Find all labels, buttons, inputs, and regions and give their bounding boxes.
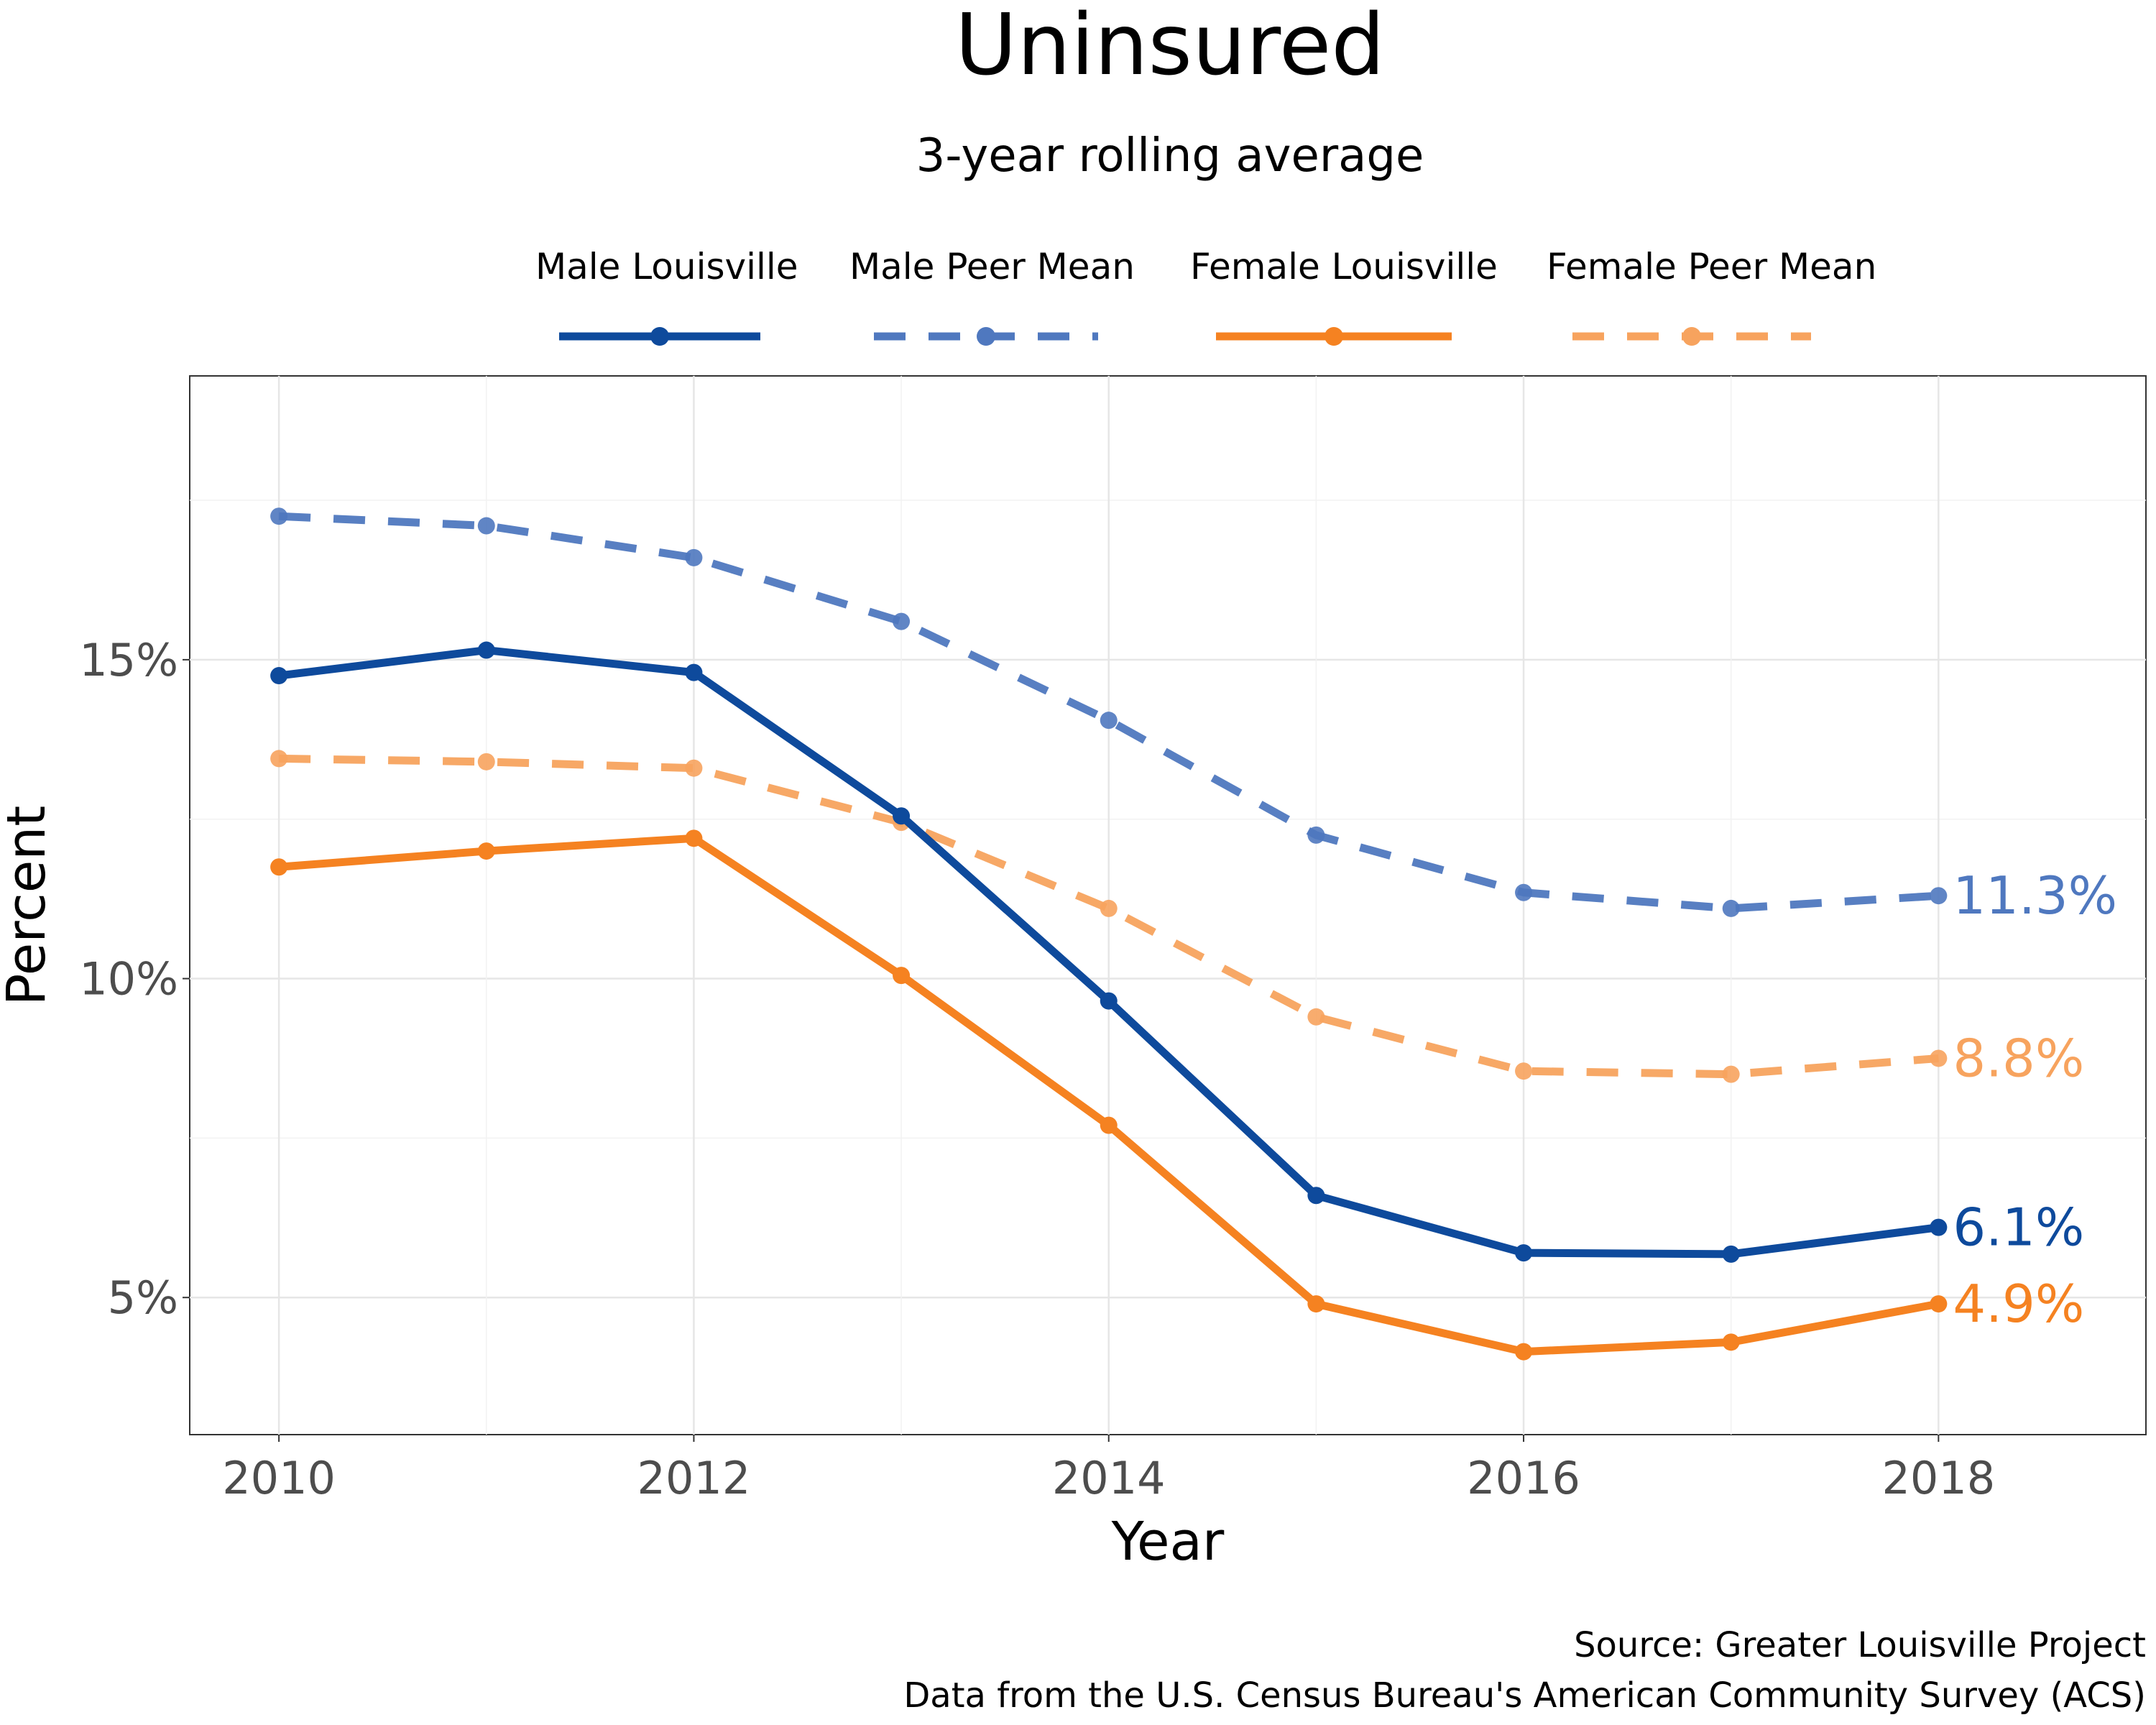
- y-tick-label: 5%: [108, 1271, 178, 1324]
- legend-key-point: [650, 327, 669, 346]
- male-louisville-series: [270, 641, 1948, 1263]
- legend-label: Female Louisville: [1190, 246, 1498, 288]
- male-peer-mean-point: [685, 548, 703, 566]
- female-louisville-point: [1722, 1333, 1740, 1351]
- female-peer-mean-point: [1930, 1049, 1948, 1067]
- male-louisville-point: [477, 641, 495, 659]
- plot-panel: [189, 375, 2147, 1435]
- male-louisville-point: [685, 663, 703, 681]
- legend-item-female-peer-mean: Female Peer Mean: [1547, 246, 1876, 346]
- x-tick-label: 2014: [1052, 1452, 1166, 1504]
- y-axis-title: Percent: [0, 806, 57, 1006]
- male-louisville-point: [1307, 1187, 1325, 1205]
- male-peer-mean-point: [1100, 712, 1118, 730]
- male-peer-mean-line: [278, 512, 1939, 913]
- male-louisville-point: [1515, 1244, 1533, 1262]
- female-louisville-point: [1100, 1116, 1118, 1134]
- female-louisville-series: [270, 829, 1948, 1361]
- female-peer-mean-point: [1307, 1008, 1325, 1026]
- x-tick-label: 2018: [1881, 1452, 1995, 1504]
- legend-label: Female Peer Mean: [1547, 246, 1876, 288]
- female-peer-mean-point: [1100, 899, 1118, 917]
- x-tick-label: 2010: [222, 1452, 336, 1504]
- female-peer-mean-point: [1722, 1065, 1740, 1083]
- legend-item-female-louisville: Female Louisville: [1190, 246, 1498, 346]
- male-peer-mean-point: [270, 507, 288, 525]
- male-peer-mean-point: [893, 612, 911, 630]
- female-peer-mean-line: [279, 754, 1939, 1079]
- female-peer-mean-point: [477, 753, 495, 770]
- female-louisville-point: [1515, 1343, 1533, 1361]
- y-axis-ticks: 5% 10% 15%: [79, 634, 190, 1324]
- legend-item-male-peer-mean: Male Peer Mean: [849, 246, 1135, 346]
- legend-key-point: [1325, 327, 1343, 346]
- male-peer-mean-point: [477, 517, 495, 535]
- female-peer-mean-point: [685, 759, 703, 777]
- male-louisville-point: [893, 807, 911, 825]
- female-louisville-point: [477, 842, 495, 860]
- male-peer-mean-end-label: 11.3%: [1953, 865, 2117, 926]
- legend-item-male-louisville: Male Louisville: [535, 246, 798, 346]
- caption-source: Source: Greater Louisville Project: [1574, 1625, 2146, 1665]
- female-peer-mean-series: [270, 750, 1948, 1083]
- male-peer-mean-point: [1930, 887, 1948, 905]
- male-peer-mean-point: [1515, 883, 1533, 901]
- chart-title: Uninsured: [955, 0, 1385, 94]
- legend-label: Male Peer Mean: [849, 246, 1135, 288]
- female-peer-mean-point: [270, 750, 288, 768]
- y-tick-label: 15%: [79, 634, 178, 686]
- legend-key-point: [1682, 327, 1701, 346]
- male-peer-mean-point: [1307, 826, 1325, 844]
- x-tick-label: 2016: [1467, 1452, 1580, 1504]
- legend: Male Louisville Male Peer Mean Female Loui…: [535, 246, 1876, 346]
- x-axis-title: Year: [1111, 1511, 1225, 1573]
- male-peer-mean-point: [1722, 899, 1740, 917]
- x-tick-label: 2012: [637, 1452, 751, 1504]
- legend-label: Male Louisville: [535, 246, 798, 288]
- end-labels: 6.1% 11.3% 4.9% 8.8%: [1953, 865, 2117, 1334]
- series-layer: [270, 507, 1948, 1361]
- male-louisville-point: [1100, 992, 1118, 1010]
- female-louisville-point: [270, 858, 288, 876]
- x-axis-ticks: 2010 2012 2014 2016 2018: [222, 1435, 1995, 1504]
- y-tick-label: 10%: [79, 953, 178, 1006]
- legend-key-point: [977, 327, 995, 346]
- male-louisville-point: [1930, 1218, 1948, 1236]
- female-louisville-point: [1307, 1295, 1325, 1313]
- caption-data: Data from the U.S. Census Bureau's Ameri…: [903, 1675, 2146, 1716]
- female-peer-mean-end-label: 8.8%: [1953, 1028, 2084, 1088]
- female-louisville-point: [893, 967, 911, 985]
- female-louisville-end-label: 4.9%: [1953, 1274, 2084, 1334]
- male-louisville-point: [270, 667, 288, 685]
- female-louisville-point: [685, 829, 703, 847]
- female-louisville-point: [1930, 1295, 1948, 1313]
- male-peer-mean-series: [270, 507, 1948, 917]
- chart-subtitle: 3-year rolling average: [916, 129, 1424, 183]
- male-louisville-end-label: 6.1%: [1953, 1197, 2084, 1258]
- female-peer-mean-point: [1515, 1062, 1533, 1080]
- male-louisville-point: [1722, 1245, 1740, 1263]
